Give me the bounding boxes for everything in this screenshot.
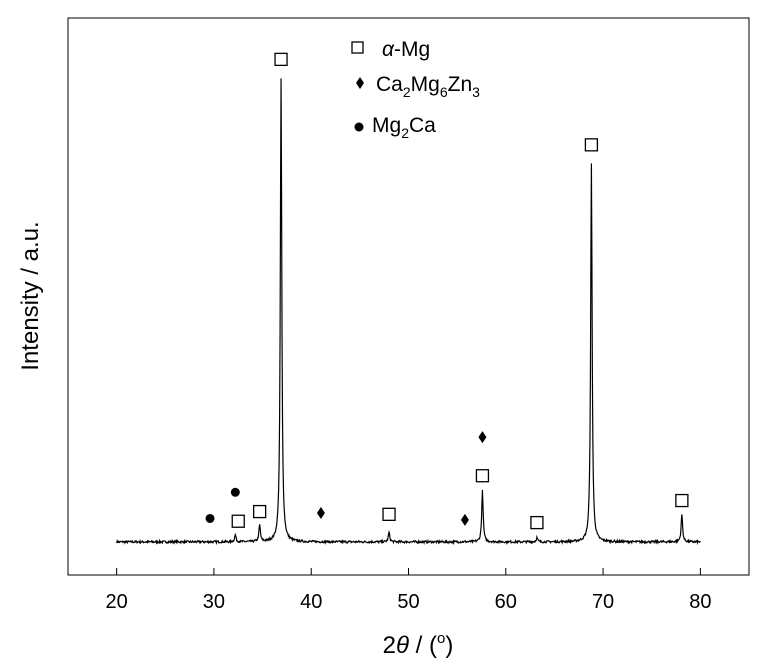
x-tick-label: 20 bbox=[106, 591, 128, 613]
x-axis-tick-labels: 20 30 40 50 60 70 80 bbox=[106, 591, 712, 613]
x-tick-label: 60 bbox=[495, 591, 517, 613]
alpha-mg-peak-marker bbox=[382, 507, 396, 521]
x-tick-label: 40 bbox=[300, 591, 322, 613]
alpha-mg-peak-marker bbox=[253, 504, 267, 519]
legend-circle-marker bbox=[354, 122, 364, 132]
ca2mg6zn3-peak-marker bbox=[316, 506, 325, 519]
legend-label-ca2mg6zn3: Ca2Mg6Zn3 bbox=[376, 73, 480, 100]
alpha-mg-peak-marker bbox=[274, 52, 288, 67]
xrd-pattern-line bbox=[116, 78, 701, 546]
alpha-mg-peak-marker bbox=[231, 514, 245, 528]
alpha-mg-peak-marker bbox=[530, 515, 544, 530]
alpha-mg-peak-marker bbox=[675, 493, 689, 508]
legend-item-mg2ca: Mg2Ca bbox=[354, 114, 436, 141]
legend-label-mg2ca: Mg2Ca bbox=[372, 114, 436, 141]
legend: α-Mg Ca2Mg6Zn3 Mg2Ca bbox=[351, 38, 480, 141]
plot-frame bbox=[67, 17, 750, 576]
x-tick-label: 70 bbox=[592, 591, 614, 613]
mg2ca-peak-marker bbox=[230, 487, 240, 497]
x-axis-label: 2θ / (o) bbox=[383, 630, 454, 659]
y-axis-label: Intensity / a.u. bbox=[17, 221, 44, 370]
ca2mg6zn3-peak-marker bbox=[460, 513, 469, 526]
alpha-mg-peak-marker bbox=[584, 138, 599, 152]
legend-diamond-marker bbox=[356, 77, 364, 89]
legend-label-alpha-mg: α-Mg bbox=[382, 38, 430, 61]
x-tick-label: 30 bbox=[203, 591, 225, 613]
alpha-mg-peak-marker bbox=[475, 469, 490, 483]
legend-item-alpha-mg: α-Mg bbox=[351, 38, 430, 61]
legend-item-ca2mg6zn3: Ca2Mg6Zn3 bbox=[356, 73, 480, 100]
peak-annotations bbox=[205, 52, 689, 530]
ca2mg6zn3-peak-marker bbox=[478, 431, 487, 444]
x-tick-label: 80 bbox=[689, 591, 711, 613]
x-axis-ticks bbox=[116, 568, 701, 575]
x-tick-label: 50 bbox=[397, 591, 419, 613]
legend-square-marker bbox=[351, 41, 364, 54]
mg2ca-peak-marker bbox=[205, 513, 215, 523]
